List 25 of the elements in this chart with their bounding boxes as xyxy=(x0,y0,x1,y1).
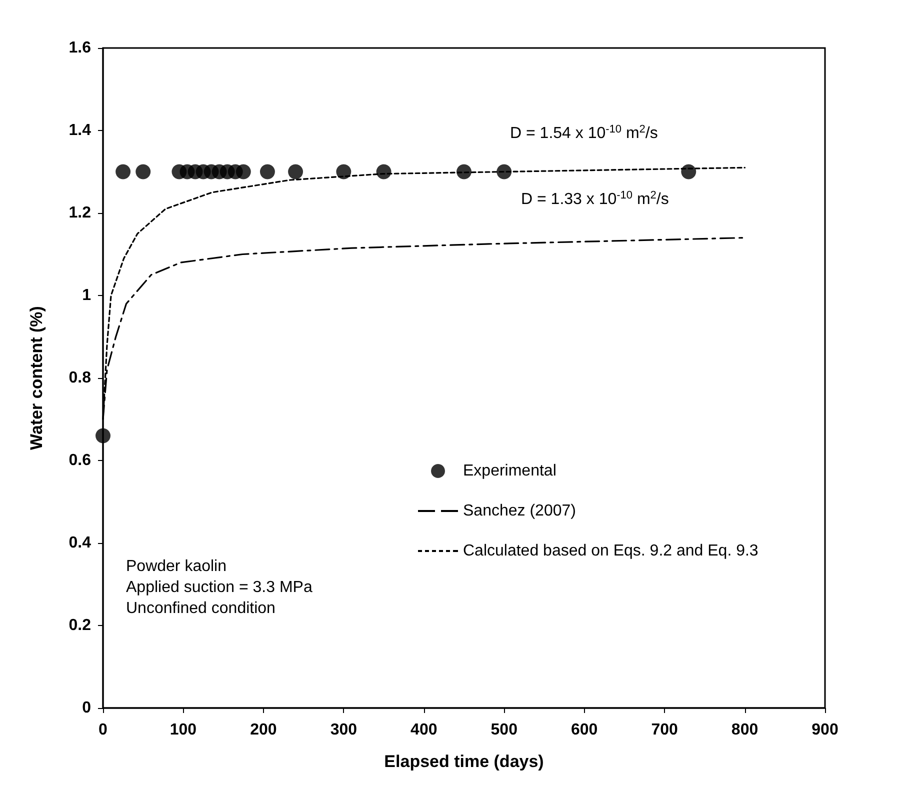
x-tick-label: 600 xyxy=(570,722,598,738)
x-tick-label: 400 xyxy=(410,722,438,738)
y-tick-label: 0 xyxy=(82,700,92,716)
x-tick-label: 0 xyxy=(98,722,108,738)
legend-label: Calculated based on Eqs. 9.2 and Eq. 9.3 xyxy=(463,542,758,560)
legend-label: Experimental xyxy=(463,462,556,480)
x-tick-label: 700 xyxy=(651,722,678,738)
y-tick-label: 0.2 xyxy=(68,617,92,634)
y-tick-label: 0.6 xyxy=(68,452,92,469)
x-tick-label: 800 xyxy=(731,722,758,738)
x-tick-label: 500 xyxy=(490,722,518,738)
x-tick-label: 900 xyxy=(812,722,838,738)
annotation: Powder kaolin Applied suction = 3.3 MPa Unconfined condition xyxy=(126,558,312,617)
x-tick-label: 100 xyxy=(170,722,197,738)
y-tick-label: 1.6 xyxy=(68,40,92,56)
y-tick-label: 1.4 xyxy=(68,122,92,139)
x-tick-label: 200 xyxy=(250,722,277,738)
x-axis-title: Elapsed time (days) xyxy=(384,752,544,771)
y-tick-label: 1 xyxy=(82,287,92,304)
y-tick-label: 0.8 xyxy=(68,370,92,386)
legend-label: Sanchez (2007) xyxy=(463,502,576,520)
y-tick-label: 0.4 xyxy=(68,534,92,552)
x-tick-label: 300 xyxy=(330,722,358,738)
y-tick-label: 1.2 xyxy=(68,204,92,222)
y-axis-title: Water content (%) xyxy=(27,306,46,450)
